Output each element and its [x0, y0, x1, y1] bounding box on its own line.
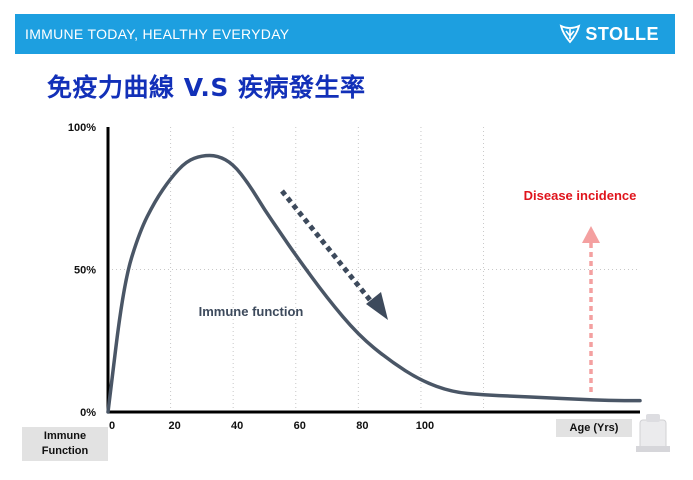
y-tick-label: 50%: [74, 265, 96, 277]
x-axis-label: Age (Yrs): [556, 419, 632, 437]
chart-title: 免疫力曲線 V.S 疾病發生率: [47, 73, 366, 102]
chart-axes: [106, 127, 640, 414]
chart-grid: [107, 127, 640, 412]
x-tick-label: 20: [168, 420, 180, 432]
series-line-immune-function: [106, 153, 642, 414]
immune-decline-arrow-head: [366, 292, 388, 320]
x-tick-label: 60: [294, 420, 306, 432]
x-tick-label: 100: [416, 420, 434, 432]
header-banner: IMMUNE TODAY, HEALTHY EVERYDAY STOLLE: [15, 14, 675, 54]
mascot-icon: [636, 414, 670, 452]
y-axis-ticks: 100% 50% 0%: [68, 122, 96, 419]
brand-logo: STOLLE: [559, 24, 659, 45]
x-axis-ticks: 0 20 40 60 80 100: [109, 420, 434, 432]
y-tick-label: 100%: [68, 122, 96, 134]
y-axis-label: Immune Function: [22, 427, 108, 461]
disease-incidence-label: Disease incidence: [524, 188, 637, 203]
stolle-emblem-icon: [559, 24, 581, 44]
x-tick-label: 40: [231, 420, 243, 432]
chart-series: [106, 153, 642, 414]
brand-name: STOLLE: [585, 23, 659, 44]
x-tick-label: 0: [109, 420, 115, 432]
y-tick-label: 0%: [80, 407, 96, 419]
tagline: IMMUNE TODAY, HEALTHY EVERYDAY: [25, 26, 290, 42]
disease-incidence-arrow-head: [582, 226, 600, 243]
immune-function-label: Immune function: [199, 304, 304, 319]
immune-decline-arrow: [280, 189, 376, 307]
x-tick-label: 80: [356, 420, 368, 432]
chart-arrows: [280, 189, 600, 392]
